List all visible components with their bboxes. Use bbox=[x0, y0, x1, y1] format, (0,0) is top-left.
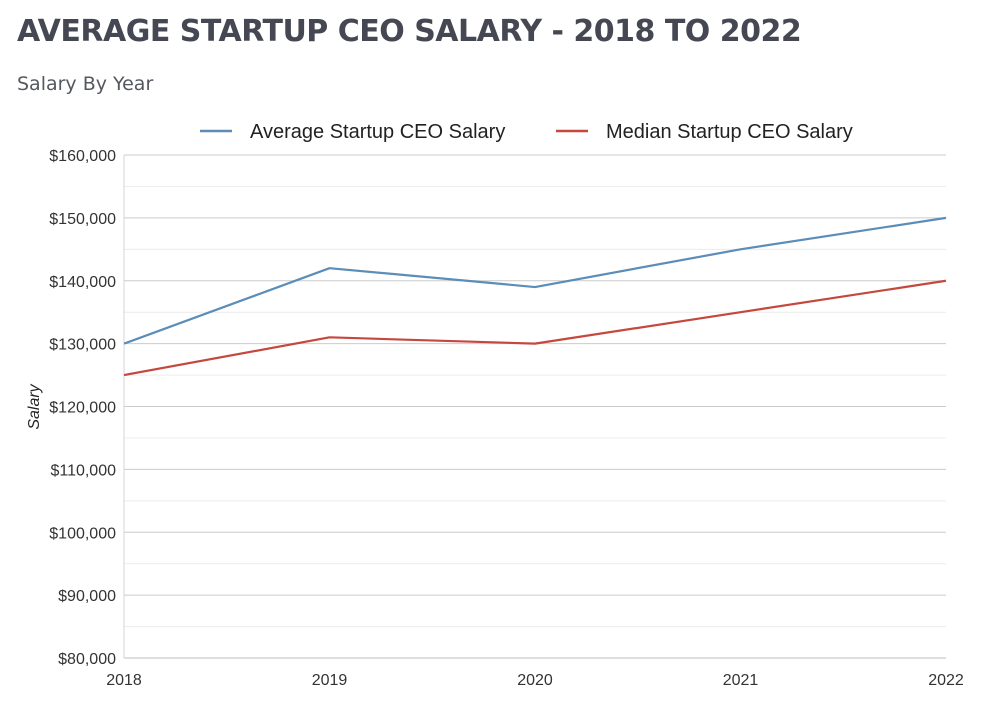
y-tick-label: $90,000 bbox=[58, 588, 116, 605]
y-axis-label: Salary bbox=[26, 383, 43, 429]
y-tick-label: $140,000 bbox=[49, 274, 116, 291]
y-tick-label: $150,000 bbox=[49, 211, 116, 228]
y-tick-label: $110,000 bbox=[50, 462, 116, 479]
page-subtitle: Salary By Year bbox=[17, 73, 154, 95]
y-tick-label: $80,000 bbox=[58, 651, 116, 668]
median-salary-line bbox=[123, 279, 947, 377]
legend-label: Average Startup CEO Salary bbox=[250, 121, 505, 143]
x-tick-label: 2019 bbox=[312, 672, 348, 689]
legend-item: Average Startup CEO Salary bbox=[200, 121, 505, 143]
y-tick-label: $160,000 bbox=[49, 148, 116, 165]
legend: Average Startup CEO Salary Median Startup… bbox=[200, 121, 853, 143]
grid-lines bbox=[123, 154, 946, 659]
x-tick-label: 2021 bbox=[723, 672, 759, 689]
page-title: AVERAGE STARTUP CEO SALARY - 2018 TO 202… bbox=[17, 14, 802, 49]
y-axis-ticks: $80,000 $90,000 $100,000 $110,000 $120,000 $1… bbox=[49, 148, 116, 668]
x-tick-label: 2020 bbox=[517, 672, 553, 689]
x-tick-label: 2018 bbox=[106, 672, 142, 689]
legend-label: Median Startup CEO Salary bbox=[606, 121, 853, 143]
y-tick-label: $130,000 bbox=[49, 337, 116, 354]
y-tick-label: $100,000 bbox=[49, 525, 116, 542]
y-tick-label: $120,000 bbox=[49, 400, 116, 417]
series-lines bbox=[123, 216, 947, 377]
x-tick-label: 2022 bbox=[928, 672, 964, 689]
x-axis-ticks: 2018 2019 2020 2021 2022 bbox=[106, 672, 964, 689]
legend-item: Median Startup CEO Salary bbox=[556, 121, 853, 143]
